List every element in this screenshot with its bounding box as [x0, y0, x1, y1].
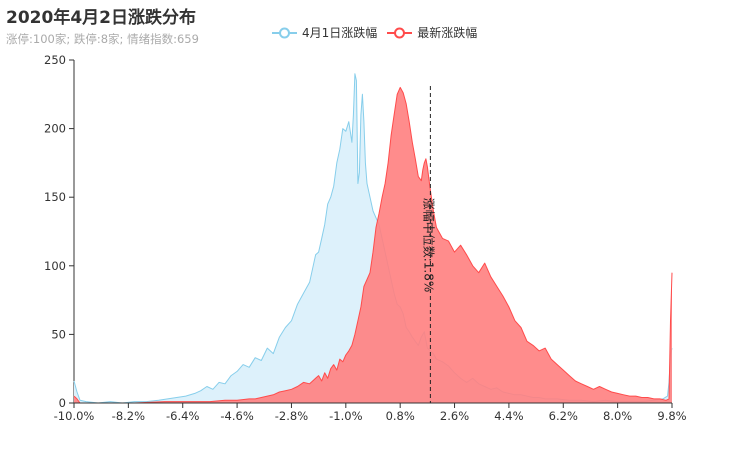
x-tick-label: 4.4%: [494, 409, 523, 423]
x-tick-label: -10.0%: [54, 409, 95, 423]
y-tick-label: 0: [59, 396, 66, 410]
x-tick-label: 0.8%: [386, 409, 415, 423]
x-tick-label: 2.6%: [440, 409, 469, 423]
legend-item-latest[interactable]: 最新涨跌幅: [387, 24, 477, 41]
y-tick-label: 100: [44, 259, 66, 273]
chart-subtitle: 涨停:100家; 跌停:8家; 情绪指数:659: [6, 32, 199, 46]
legend-swatch-prev-icon: [272, 27, 297, 38]
x-tick-label: -2.8%: [275, 409, 308, 423]
x-tick-label: 8.0%: [603, 409, 632, 423]
legend-item-prev[interactable]: 4月1日涨跌幅: [272, 24, 377, 41]
y-tick-label: 50: [51, 327, 66, 341]
chart-title: 2020年4月2日涨跌分布: [6, 8, 196, 28]
legend-swatch-latest-icon: [387, 27, 413, 38]
legend-label-prev: 4月1日涨跌幅: [302, 26, 378, 40]
x-tick-label: -1.0%: [329, 409, 362, 423]
legend-label-latest: 最新涨跌幅: [417, 26, 478, 40]
x-tick-label: 6.2%: [549, 409, 578, 423]
y-tick-label: 200: [44, 122, 66, 136]
median-label: 涨幅中位数:1.8%: [421, 198, 436, 293]
x-tick-label: -6.4%: [166, 409, 199, 423]
series-line-1: [73, 86, 673, 404]
series-area-1: [74, 87, 672, 404]
x-tick-label: -8.2%: [112, 409, 145, 423]
legend: 4月1日涨跌幅 最新涨跌幅: [272, 24, 487, 41]
y-tick-label: 250: [44, 53, 66, 67]
x-tick-label: -4.6%: [220, 409, 253, 423]
y-tick-label: 150: [44, 190, 66, 204]
x-tick-label: 9.8%: [657, 409, 686, 423]
series-area-0: [74, 73, 672, 403]
